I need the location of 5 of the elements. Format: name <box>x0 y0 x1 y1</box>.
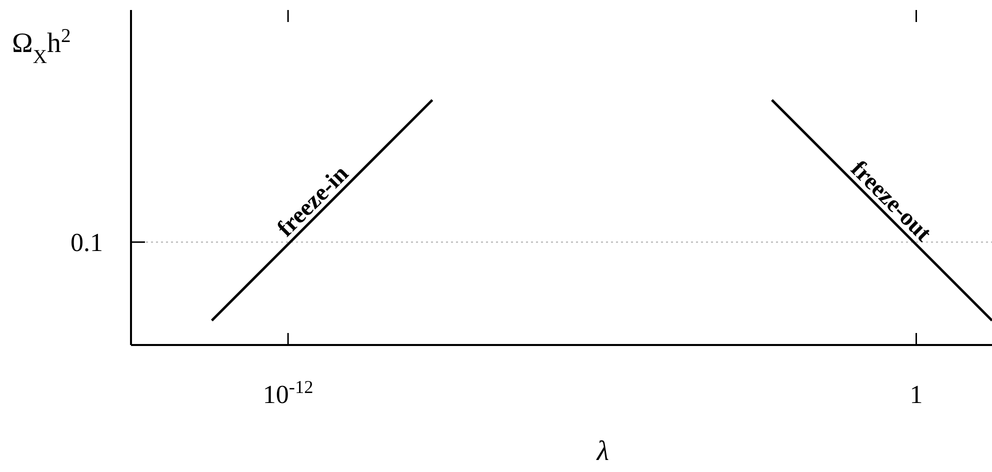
y-axis-title: Ω$_{X}$h$^{2}$ <box>12 26 71 68</box>
text: 0.1 <box>70 228 103 258</box>
x-tick-label: 1 <box>910 380 923 409</box>
x-axis-title: λ <box>596 436 610 467</box>
x-tick-label: 10$^{-12}$ <box>262 377 314 409</box>
